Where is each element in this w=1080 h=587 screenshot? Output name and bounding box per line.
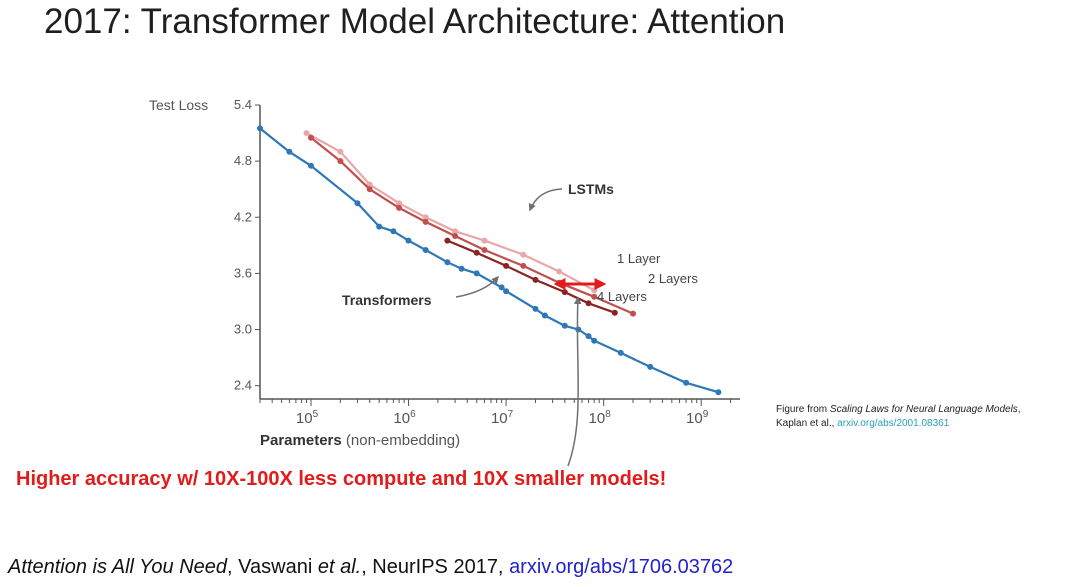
citation-venue: , NeurIPS 2017, [361, 556, 510, 578]
series-label-2-layers: 2 Layers [648, 271, 698, 286]
data-point-transformers [541, 312, 548, 319]
x-tick-label: 109 [686, 409, 709, 427]
caption-prefix: Figure from [776, 404, 830, 415]
data-point-1-layer [520, 251, 527, 258]
data-point-4-layers [561, 289, 568, 296]
citation-paper-title: Attention is All You Need [8, 556, 228, 578]
x-tick-label: 107 [491, 409, 514, 427]
data-point-1-layer [337, 148, 344, 155]
data-point-transformers [532, 305, 539, 312]
data-point-transformers [473, 270, 480, 277]
citation-sep: , Vaswani [227, 556, 318, 578]
x-axis-title: Parameters (non-embedding) [260, 432, 460, 449]
data-point-transformers [308, 162, 314, 169]
data-point-transformers [647, 363, 654, 370]
y-tick-label: 4.2 [234, 209, 252, 224]
data-point-transformers [585, 333, 592, 340]
data-point-transformers [683, 379, 690, 386]
highlight-arrow [567, 296, 582, 467]
x-tick-label: 105 [296, 409, 319, 427]
data-point-transformers [444, 259, 451, 266]
data-point-2-layers [422, 218, 429, 225]
data-point-2-layers [591, 293, 598, 300]
data-point-4-layers [503, 262, 510, 269]
citation-et-al: et al. [317, 556, 362, 578]
data-point-transformers [390, 228, 397, 235]
data-point-2-layers [481, 247, 488, 253]
data-point-2-layers [308, 134, 314, 141]
figure-caption: Figure from Scaling Laws for Neural Lang… [776, 403, 1080, 431]
series-line-1-layer [305, 132, 595, 292]
data-point-4-layers [473, 249, 480, 256]
data-point-2-layers [452, 233, 459, 239]
lstms-arrow [528, 188, 563, 212]
slide-title: 2017: Transformer Model Architecture: At… [44, 2, 786, 41]
data-point-2-layers [396, 204, 403, 211]
data-point-transformers [503, 288, 510, 295]
data-point-transformers [354, 200, 361, 207]
data-point-transformers [575, 326, 582, 333]
data-point-2-layers [520, 262, 527, 269]
data-point-transformers [715, 389, 722, 396]
data-point-1-layer [556, 268, 563, 275]
data-point-2-layers [630, 310, 636, 317]
data-point-transformers [405, 237, 412, 244]
citation: Attention is All You Need, Vaswani et al… [8, 556, 733, 579]
highlight-statement: Higher accuracy w/ 10X-100X less compute… [16, 468, 667, 490]
y-tick-label: 2.4 [234, 378, 252, 393]
data-point-1-layer [303, 130, 310, 137]
data-point-2-layers [366, 186, 373, 193]
data-point-4-layers [611, 309, 618, 316]
annotation-transformers: Transformers [342, 292, 432, 308]
caption-authors: Kaplan et al., [776, 418, 838, 429]
data-point-transformers [286, 148, 293, 155]
data-point-4-layers [532, 276, 539, 283]
citation-link[interactable]: arxiv.org/abs/1706.03762 [509, 556, 734, 578]
caption-comma: , [1017, 404, 1021, 415]
data-point-1-layer [452, 228, 459, 235]
series-label-4-layers: 4 Layers [597, 289, 647, 304]
y-axis-title: Test Loss [149, 97, 208, 113]
data-point-transformers [458, 265, 465, 272]
data-point-1-layer [366, 181, 373, 188]
data-point-1-layer [396, 200, 403, 207]
annotation-lstms: LSTMs [568, 181, 614, 197]
data-point-transformers [591, 337, 598, 344]
data-point-4-layers [585, 300, 592, 307]
caption-paper-title: Scaling Laws for Neural Language Models [829, 404, 1018, 415]
transformers-arrow [455, 275, 499, 298]
data-point-transformers [257, 125, 263, 132]
data-point-transformers [376, 223, 383, 230]
caption-link[interactable]: arxiv.org/abs/2001.08361 [837, 418, 950, 429]
data-point-transformers [561, 322, 568, 329]
data-point-4-layers [444, 237, 451, 244]
data-point-2-layers [337, 158, 344, 165]
y-tick-label: 3.0 [234, 322, 252, 337]
data-point-transformers [422, 247, 429, 253]
x-tick-label: 108 [589, 409, 612, 427]
data-point-transformers [498, 284, 505, 291]
series-label-1-layer: 1 Layer [617, 251, 661, 266]
data-point-1-layer [481, 237, 488, 244]
y-tick-label: 3.6 [234, 265, 252, 280]
data-point-transformers [617, 349, 624, 356]
data-point-1-layer [422, 214, 429, 221]
series-line-2-layers [310, 136, 634, 315]
x-tick-label: 106 [393, 409, 416, 427]
y-tick-label: 4.8 [234, 153, 252, 168]
y-tick-label: 5.4 [234, 97, 252, 112]
